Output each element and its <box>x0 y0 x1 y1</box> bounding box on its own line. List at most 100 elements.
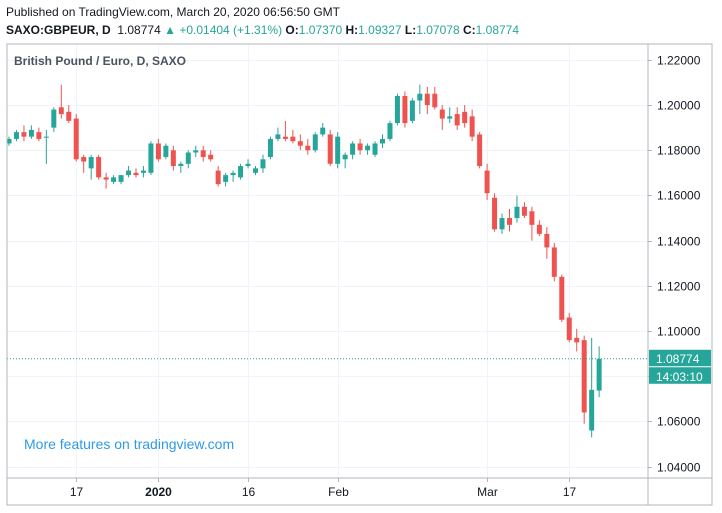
candle <box>133 168 139 178</box>
current-price-label: 1.08774 <box>656 352 700 366</box>
candle <box>96 154 102 180</box>
last-price: 1.08774 <box>117 23 161 37</box>
candle <box>394 93 400 126</box>
candle-body <box>559 276 565 320</box>
candle-body <box>439 109 445 119</box>
candle-body <box>245 163 251 167</box>
y-tick-label: 1.22000 <box>657 54 701 68</box>
candle <box>193 145 199 158</box>
candle-body <box>574 337 580 343</box>
symbol-label: SAXO:GBPEUR, D <box>6 23 111 37</box>
candle <box>387 120 393 142</box>
candle-body <box>327 134 333 164</box>
candle <box>170 145 176 171</box>
change-value: +0.01404 (+1.31%) <box>179 23 283 37</box>
x-tick-label: 16 <box>242 485 256 499</box>
candle-body <box>223 175 229 182</box>
x-tick-label: Mar <box>477 485 498 499</box>
candle-body <box>514 206 520 219</box>
candle <box>58 84 64 119</box>
candle <box>566 312 572 343</box>
x-axis[interactable]: 17 2020 16 Feb Mar 17 <box>70 478 577 499</box>
candle <box>51 107 57 133</box>
candle-body <box>409 100 415 121</box>
candle-body <box>170 150 176 167</box>
candle-body <box>335 136 341 164</box>
candle <box>73 114 79 162</box>
candle-body <box>417 93 423 101</box>
candle-body <box>267 138 273 158</box>
candle <box>559 274 565 323</box>
candle-body <box>140 170 146 173</box>
candle-body <box>163 145 169 158</box>
candle <box>477 132 483 169</box>
candle <box>275 127 281 142</box>
candle <box>514 195 520 223</box>
candle-body <box>447 116 453 119</box>
candle-body <box>305 145 311 151</box>
candle <box>260 154 266 173</box>
candle-body <box>103 177 109 180</box>
candle-body <box>477 134 483 167</box>
candle <box>208 150 214 162</box>
candle-body <box>290 136 296 142</box>
candle-body <box>133 172 139 176</box>
candle-body <box>282 136 288 139</box>
candle <box>230 170 236 182</box>
candle-body <box>402 95 408 124</box>
candle-body <box>155 143 161 160</box>
price-tag: 1.08774 14:03:10 <box>649 349 711 384</box>
candle <box>484 163 490 200</box>
candle-body <box>529 211 535 225</box>
candle <box>365 143 371 155</box>
candle-body <box>148 143 154 173</box>
published-info: Published on TradingView.com, March 20, … <box>6 5 340 19</box>
candles-group <box>6 84 648 438</box>
candle-body <box>312 134 318 151</box>
candle-body <box>544 233 550 248</box>
candle-body <box>58 107 64 115</box>
candle <box>372 141 378 158</box>
candle <box>126 166 132 178</box>
candle <box>447 107 453 124</box>
candle <box>462 105 468 128</box>
candle-body <box>581 340 587 413</box>
candle-body <box>43 136 49 138</box>
candle-body <box>506 218 512 225</box>
candle-body <box>111 177 117 182</box>
candle-body <box>372 143 378 155</box>
candle <box>253 166 259 176</box>
candle <box>439 105 445 130</box>
candle-body <box>215 170 221 185</box>
candle-body <box>193 150 199 153</box>
x-tick-label: Feb <box>328 485 349 499</box>
high-value: 1.09327 <box>358 23 402 37</box>
candle-body <box>589 389 595 431</box>
y-axis[interactable]: 1.22000 1.20000 1.18000 1.16000 1.14000 1.120… <box>648 54 701 475</box>
chart-title: British Pound / Euro, D, SAXO <box>14 54 186 68</box>
candle <box>305 138 311 155</box>
x-tick-label: 2020 <box>145 485 172 499</box>
candle <box>103 172 109 189</box>
candle-body <box>178 163 184 167</box>
candle <box>380 134 385 148</box>
candle-body <box>81 157 87 162</box>
candle-body <box>365 145 371 151</box>
candle-body <box>21 132 27 137</box>
candle <box>185 150 191 169</box>
candle-body <box>6 138 12 144</box>
candle <box>155 138 161 162</box>
candle <box>589 337 595 438</box>
up-arrow-icon: ▲ <box>164 23 176 37</box>
open-value: 1.07370 <box>298 23 343 37</box>
candle <box>350 141 356 160</box>
y-tick-label: 1.20000 <box>657 99 701 113</box>
watermark-link[interactable]: More features on tradingview.com <box>24 436 234 452</box>
high-label: H: <box>345 23 359 37</box>
candle <box>581 335 587 424</box>
candle-body <box>253 168 259 173</box>
candle-body <box>462 111 468 124</box>
candle <box>215 166 221 187</box>
y-tick-label: 1.14000 <box>657 235 701 249</box>
